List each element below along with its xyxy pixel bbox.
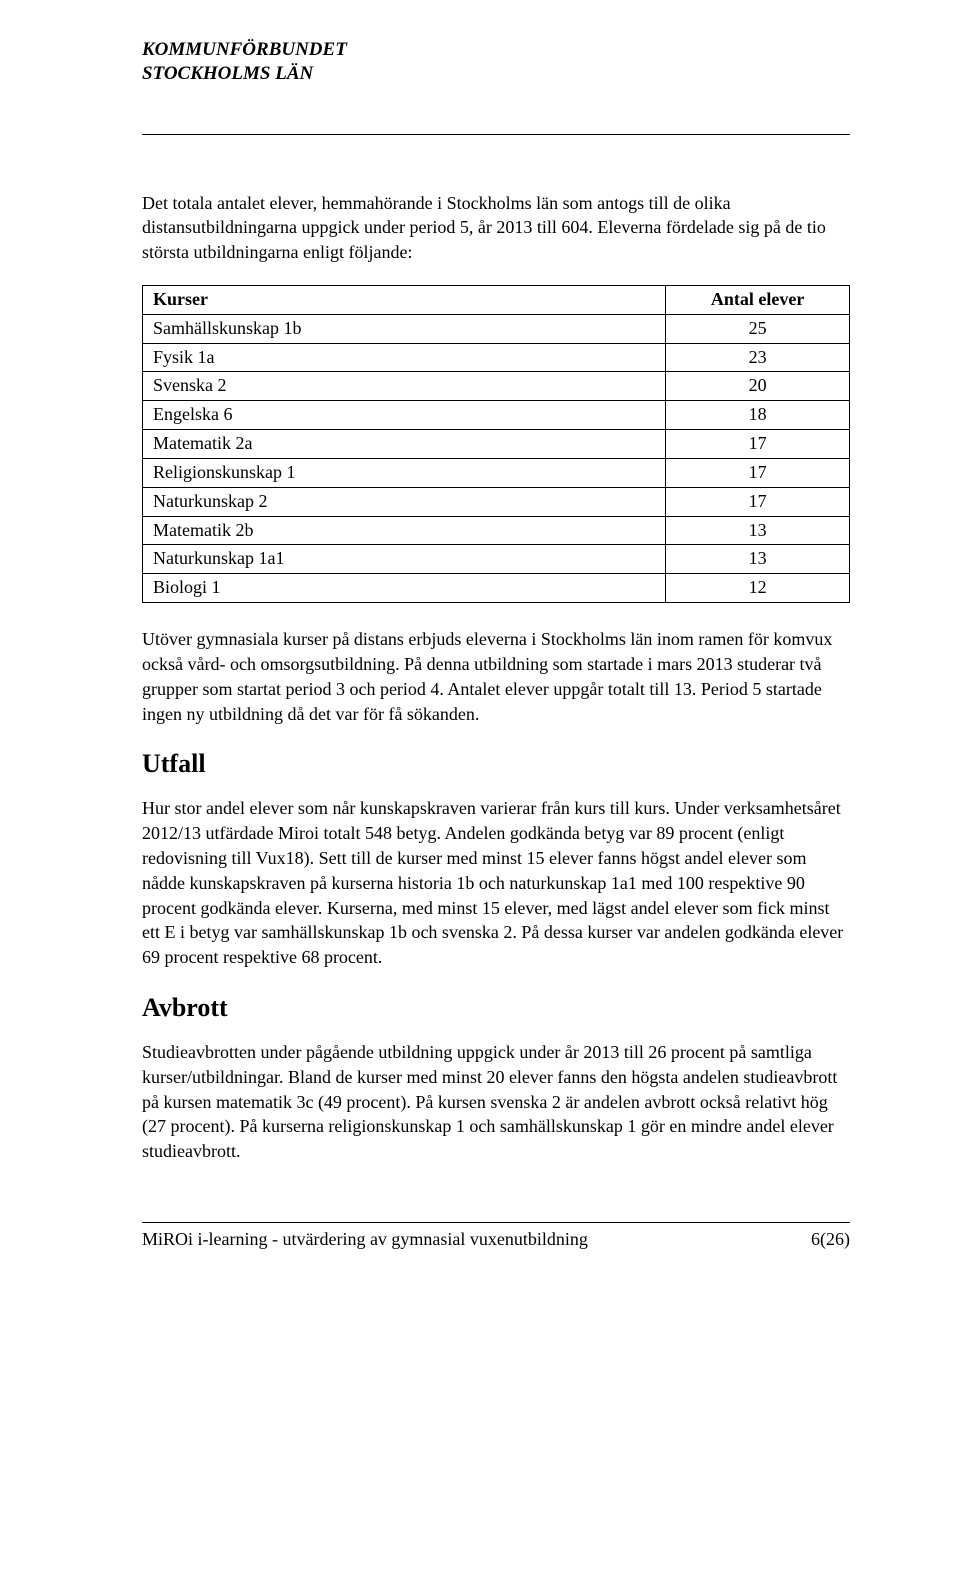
course-count-cell: 13 — [666, 545, 850, 574]
table-header-row: Kurser Antal elever — [143, 285, 850, 314]
course-name-cell: Matematik 2a — [143, 430, 666, 459]
footer-left: MiROi i-learning - utvärdering av gymnas… — [142, 1227, 588, 1252]
course-count-cell: 17 — [666, 430, 850, 459]
course-name-cell: Religionskunskap 1 — [143, 458, 666, 487]
page-footer: MiROi i-learning - utvärdering av gymnas… — [142, 1223, 850, 1252]
table-row: Naturkunskap 1a113 — [143, 545, 850, 574]
course-count-cell: 20 — [666, 372, 850, 401]
table-row: Samhällskunskap 1b25 — [143, 314, 850, 343]
course-name-cell: Fysik 1a — [143, 343, 666, 372]
course-name-cell: Engelska 6 — [143, 401, 666, 430]
course-name-cell: Biologi 1 — [143, 574, 666, 603]
course-name-cell: Samhällskunskap 1b — [143, 314, 666, 343]
course-count-cell: 17 — [666, 487, 850, 516]
table-row: Engelska 618 — [143, 401, 850, 430]
table-row: Naturkunskap 217 — [143, 487, 850, 516]
course-name-cell: Naturkunskap 2 — [143, 487, 666, 516]
col-header-kurser: Kurser — [143, 285, 666, 314]
table-row: Fysik 1a23 — [143, 343, 850, 372]
table-row: Religionskunskap 117 — [143, 458, 850, 487]
table-row: Biologi 112 — [143, 574, 850, 603]
courses-table: Kurser Antal elever Samhällskunskap 1b25… — [142, 285, 850, 603]
org-line2: STOCKHOLMS LÄN — [142, 62, 850, 86]
table-row: Svenska 220 — [143, 372, 850, 401]
body-avbrott: Studieavbrotten under pågående utbildnin… — [142, 1040, 850, 1164]
course-count-cell: 23 — [666, 343, 850, 372]
col-header-antal: Antal elever — [666, 285, 850, 314]
course-count-cell: 17 — [666, 458, 850, 487]
footer-right: 6(26) — [811, 1227, 850, 1252]
table-row: Matematik 2b13 — [143, 516, 850, 545]
course-count-cell: 25 — [666, 314, 850, 343]
org-line1: KOMMUNFÖRBUNDET — [142, 38, 850, 62]
para-after-table: Utöver gymnasiala kurser på distans erbj… — [142, 627, 850, 726]
heading-avbrott: Avbrott — [142, 990, 850, 1026]
heading-utfall: Utfall — [142, 746, 850, 782]
course-count-cell: 18 — [666, 401, 850, 430]
body-utfall: Hur stor andel elever som når kunskapskr… — [142, 796, 850, 970]
intro-paragraph: Det totala antalet elever, hemmahörande … — [142, 191, 850, 265]
course-count-cell: 12 — [666, 574, 850, 603]
course-count-cell: 13 — [666, 516, 850, 545]
course-name-cell: Naturkunskap 1a1 — [143, 545, 666, 574]
header-divider — [142, 134, 850, 135]
org-header: KOMMUNFÖRBUNDET STOCKHOLMS LÄN — [142, 38, 850, 86]
table-row: Matematik 2a17 — [143, 430, 850, 459]
course-name-cell: Matematik 2b — [143, 516, 666, 545]
course-name-cell: Svenska 2 — [143, 372, 666, 401]
